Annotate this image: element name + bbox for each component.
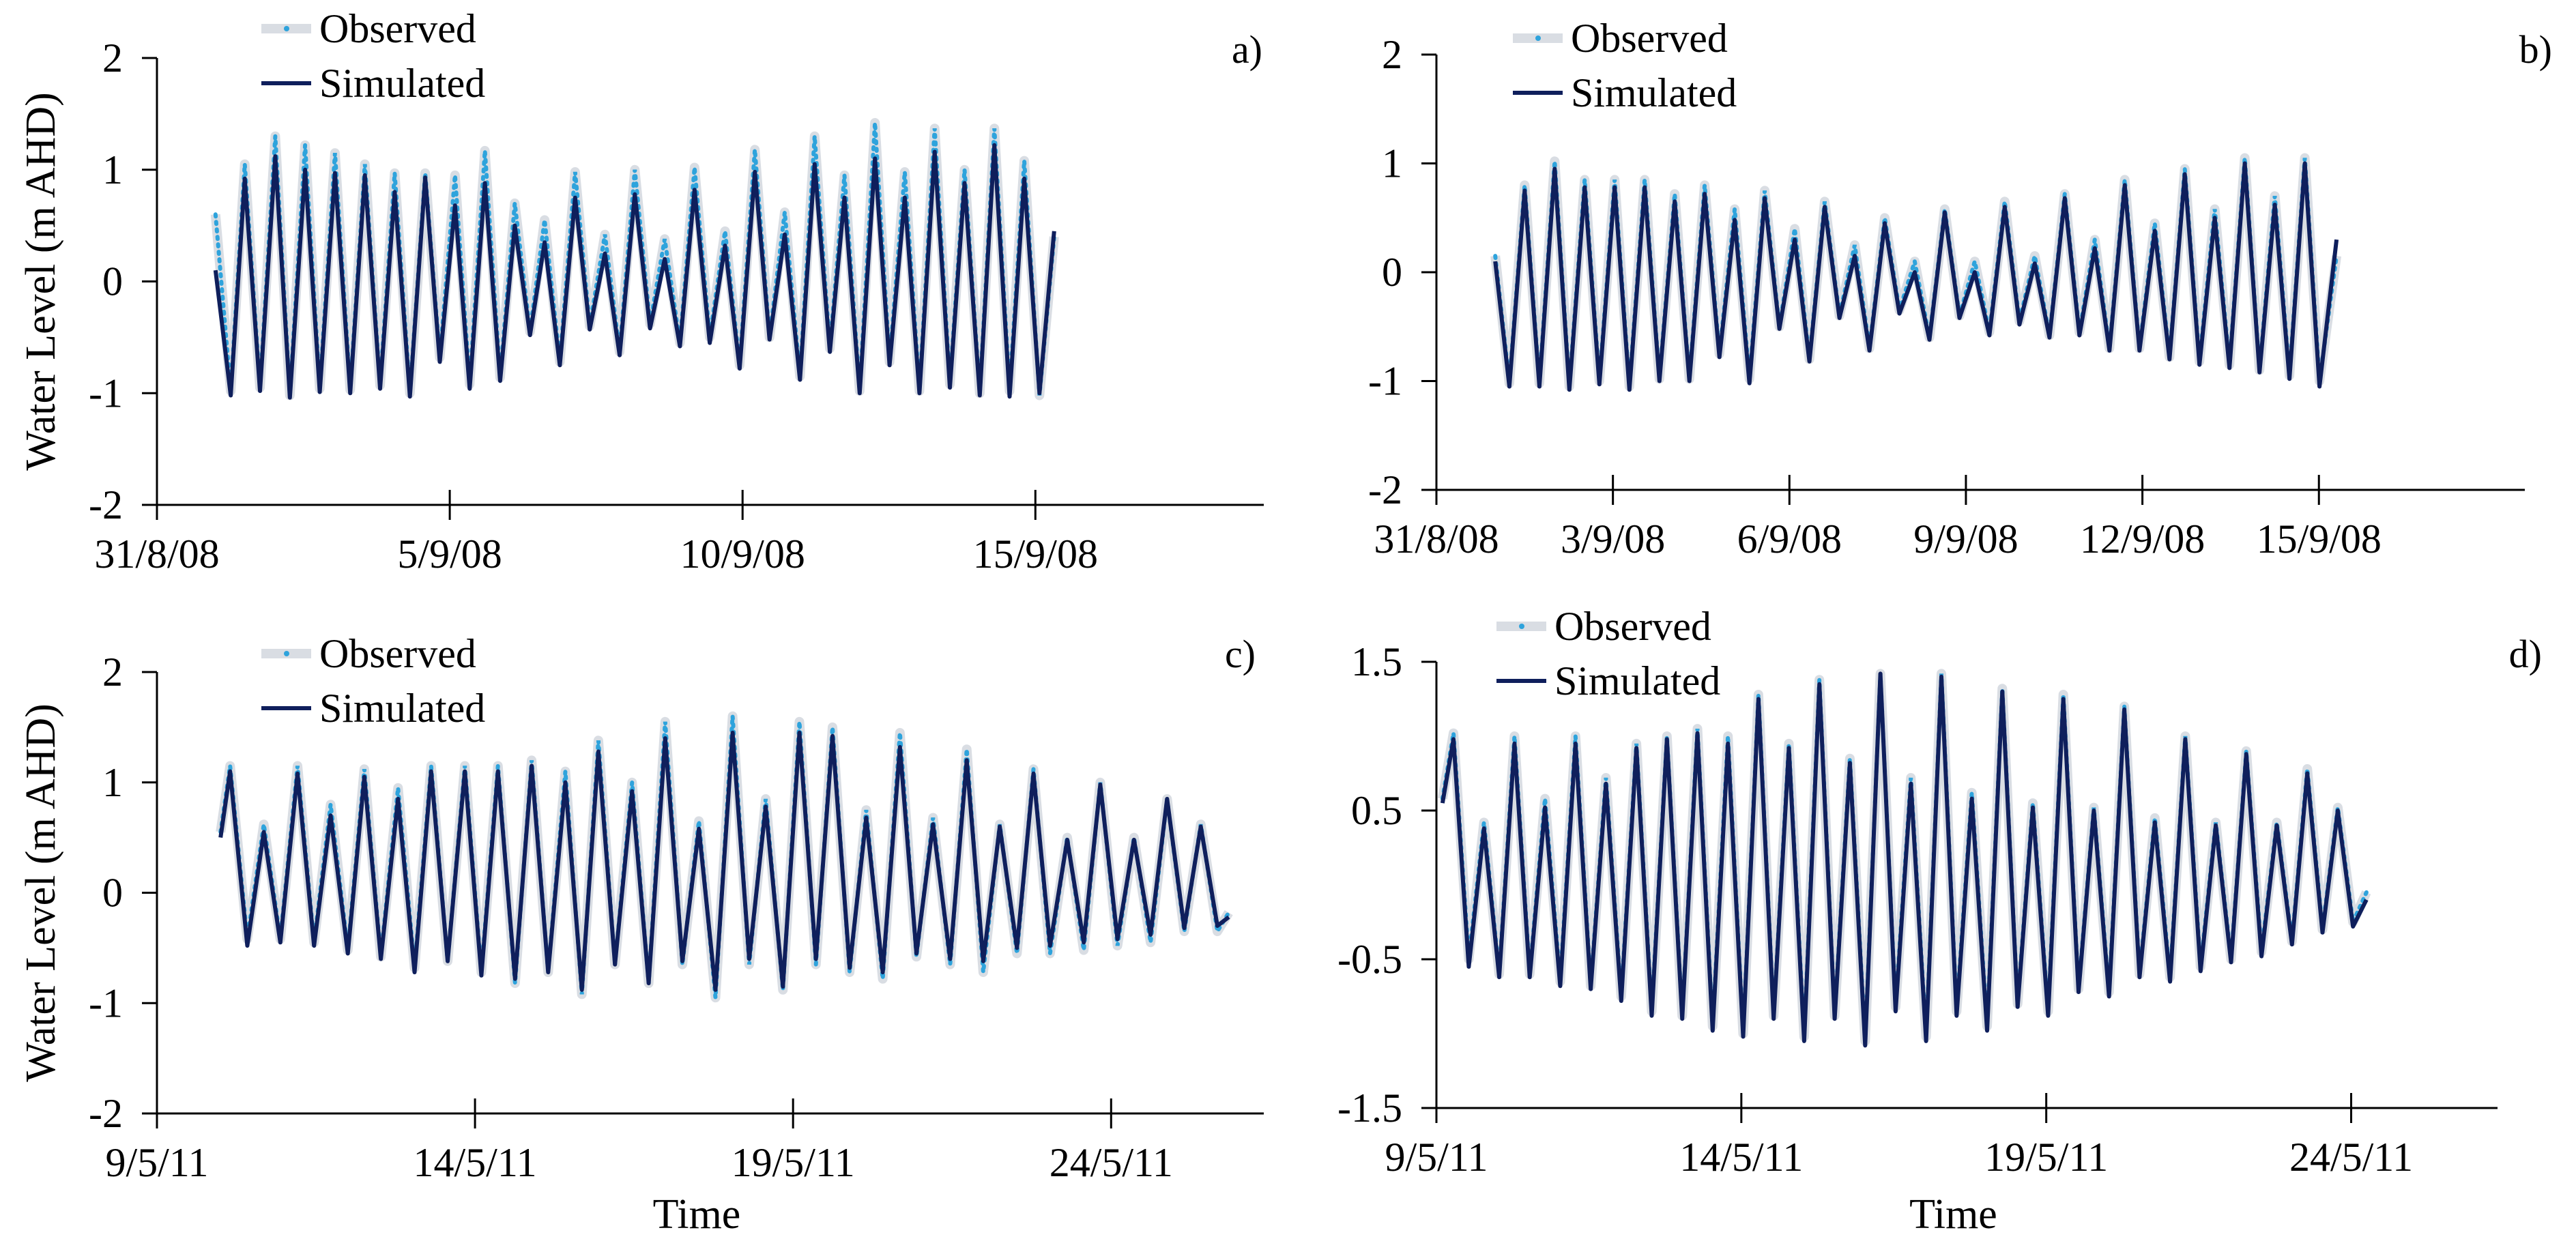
legend: Observed Simulated xyxy=(1496,604,1720,703)
y-tick-label: -0.5 xyxy=(1337,937,1402,982)
legend-observed-label: Observed xyxy=(1571,16,1728,61)
legend-observed-marker xyxy=(284,651,289,656)
panel-b: -2 -1 0 1 2 31/8/08 3/9/08 6/9/08 9/9/08 12/9/08 1… xyxy=(1368,16,2552,562)
y-tick-label: -1 xyxy=(89,370,123,416)
x-tick-label: 5/9/08 xyxy=(397,531,502,577)
x-tick-label: 3/9/08 xyxy=(1561,516,1665,562)
x-tick-label: 10/9/08 xyxy=(680,531,805,577)
legend-simulated-label: Simulated xyxy=(319,686,485,731)
x-tick-label: 9/9/08 xyxy=(1913,516,2018,562)
y-tick-label: -2 xyxy=(89,1091,123,1136)
y-tick-label: -2 xyxy=(1368,467,1402,512)
x-tick-label: 6/9/08 xyxy=(1737,516,1842,562)
legend-observed-label: Observed xyxy=(1554,604,1711,649)
legend-simulated-label: Simulated xyxy=(1571,70,1737,115)
legend: Observed Simulated xyxy=(1513,16,1737,115)
y-tick-label: 0.5 xyxy=(1351,788,1402,833)
panel-label: b) xyxy=(2519,27,2552,72)
legend-observed-marker xyxy=(1519,624,1524,629)
x-tick-label: 31/8/08 xyxy=(1374,516,1499,562)
x-tick-label: 15/9/08 xyxy=(973,531,1098,577)
y-tick-label: -1 xyxy=(89,980,123,1025)
x-tick-label: 12/9/08 xyxy=(2080,516,2205,562)
legend-observed-marker xyxy=(1535,35,1541,41)
simulated-series-line xyxy=(1440,671,2369,1048)
x-tick-label: 15/9/08 xyxy=(2257,516,2382,562)
y-tick-label: 1 xyxy=(102,760,123,805)
x-tick-label: 19/5/11 xyxy=(732,1140,855,1185)
x-tick-label: 14/5/11 xyxy=(1679,1135,1803,1180)
panel-label: d) xyxy=(2509,632,2542,676)
panel-c: -2 -1 0 1 2 9/5/11 14/5/11 19/5/11 24/5/11 Water … xyxy=(18,631,1264,1238)
legend-observed-label: Observed xyxy=(319,631,476,676)
legend: Observed Simulated xyxy=(261,6,485,106)
x-tick-label: 24/5/11 xyxy=(2289,1135,2413,1180)
y-tick-label: -1 xyxy=(1368,359,1402,404)
x-tick-label: 9/5/11 xyxy=(1385,1135,1488,1180)
panel-label: a) xyxy=(1232,27,1262,72)
y-tick-label: 0 xyxy=(1382,250,1402,295)
legend: Observed Simulated xyxy=(261,631,485,731)
y-axis-label: Water Level (m AHD) xyxy=(18,92,64,471)
y-tick-label: 1 xyxy=(1382,141,1402,186)
y-axis-label: Water Level (m AHD) xyxy=(18,703,64,1082)
x-axis-label: Time xyxy=(1909,1191,1997,1238)
y-tick-label: -2 xyxy=(89,482,123,527)
x-tick-label: 9/5/11 xyxy=(105,1140,208,1185)
panel-label: c) xyxy=(1225,632,1256,676)
simulated-series-line xyxy=(218,731,1230,992)
legend-observed-marker xyxy=(284,26,289,31)
legend-observed-label: Observed xyxy=(319,6,476,51)
panel-a: -2 -1 0 1 2 31/8/08 5/9/08 10/9/08 15/9/08 Water … xyxy=(18,6,1264,577)
y-tick-label: 2 xyxy=(102,35,123,81)
y-tick-label: 0 xyxy=(102,259,123,304)
x-axis-label: Time xyxy=(653,1191,741,1238)
y-tick-label: -1.5 xyxy=(1337,1085,1402,1131)
y-tick-label: 1 xyxy=(102,147,123,192)
x-tick-label: 24/5/11 xyxy=(1050,1140,1173,1185)
x-tick-label: 19/5/11 xyxy=(1984,1135,2108,1180)
panel-d: -1.5 -0.5 0.5 1.5 9/5/11 14/5/11 19/5/11 24/5/1… xyxy=(1337,604,2542,1238)
y-tick-label: 1.5 xyxy=(1351,639,1402,684)
y-tick-label: 2 xyxy=(102,650,123,695)
legend-simulated-label: Simulated xyxy=(319,61,485,106)
legend-simulated-label: Simulated xyxy=(1554,658,1720,703)
y-tick-label: 0 xyxy=(102,871,123,916)
x-tick-label: 31/8/08 xyxy=(94,531,219,577)
y-tick-label: 2 xyxy=(1382,32,1402,77)
x-tick-label: 14/5/11 xyxy=(414,1140,537,1185)
simulated-series-line xyxy=(1493,161,2339,392)
simulated-series-line xyxy=(213,143,1056,400)
